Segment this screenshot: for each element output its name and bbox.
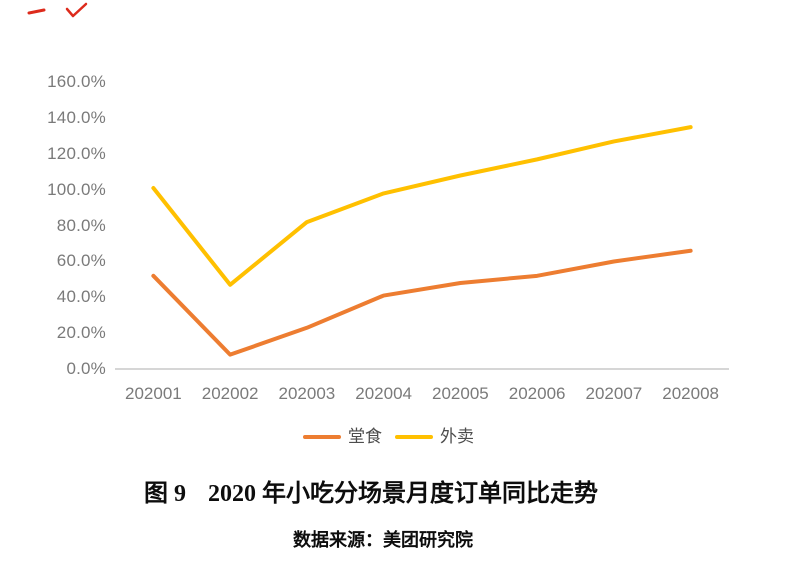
series-line-堂食 bbox=[151, 248, 693, 357]
legend-label-delivery: 外卖 bbox=[440, 427, 474, 446]
y-axis-tick-label: 160.0% bbox=[47, 72, 106, 92]
red-dash-mark-icon bbox=[27, 8, 46, 15]
x-axis-tick-label: 202006 bbox=[508, 384, 566, 403]
legend-swatch-dine-in bbox=[303, 435, 341, 439]
x-axis-tick-label: 202002 bbox=[201, 384, 259, 403]
y-axis-tick-label: 120.0% bbox=[47, 143, 106, 163]
figure-title: 2020 年小吃分场景月度订单同比走势 bbox=[208, 481, 598, 507]
y-axis-tick-label: 0.0% bbox=[66, 359, 106, 378]
y-axis-tick-label: 80.0% bbox=[56, 215, 106, 235]
x-axis-tick-label: 202008 bbox=[662, 384, 719, 403]
x-axis-tick-label: 202003 bbox=[278, 384, 336, 403]
y-axis-tick-label: 100.0% bbox=[47, 179, 106, 199]
y-axis-tick-label: 140.0% bbox=[47, 108, 106, 128]
y-axis-tick-label: 40.0% bbox=[56, 287, 106, 307]
y-axis-tick-label: 20.0% bbox=[56, 323, 106, 343]
figure-caption: 图 9 2020 年小吃分场景月度订单同比走势 bbox=[0, 478, 742, 510]
red-check-mark-icon bbox=[65, 2, 88, 18]
data-source: 数据来源：美团研究院 bbox=[293, 530, 473, 550]
x-axis-tick-label: 202004 bbox=[355, 384, 412, 403]
annotation-marks bbox=[27, 2, 88, 18]
x-axis-tick-label: 202001 bbox=[125, 384, 182, 403]
x-axis-tick-label: 202005 bbox=[432, 384, 489, 403]
legend-label-dine-in: 堂食 bbox=[348, 427, 382, 446]
series-line-外卖 bbox=[151, 125, 693, 287]
figure-label: 图 9 bbox=[144, 481, 186, 507]
chart-legend: 堂食 外卖 bbox=[303, 428, 474, 446]
x-axis-tick-label: 202007 bbox=[585, 384, 643, 403]
legend-swatch-delivery bbox=[395, 435, 433, 439]
y-axis-tick-label: 60.0% bbox=[56, 251, 106, 271]
